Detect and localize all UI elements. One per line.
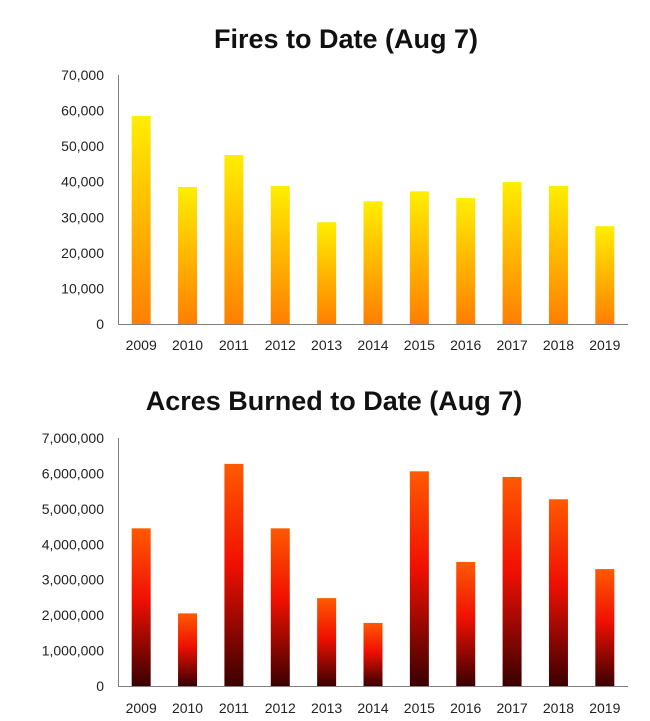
y-tick-label: 6,000,000 [42, 465, 104, 481]
y-tick-label: 3,000,000 [42, 572, 104, 588]
bar-2016 [456, 562, 476, 686]
y-tick-label: 0 [96, 316, 104, 332]
y-tick-label: 50,000 [61, 138, 104, 154]
y-tick-label: 1,000,000 [42, 643, 104, 659]
x-tick-label: 2017 [497, 700, 528, 716]
bar-2014 [363, 622, 383, 686]
bar-2014 [363, 201, 383, 324]
bar-2013 [317, 598, 337, 686]
x-tick-label: 2018 [543, 700, 574, 716]
bar-2017 [502, 476, 522, 686]
y-tick-label: 10,000 [61, 280, 104, 296]
x-tick-label: 2012 [265, 337, 296, 353]
bar-2016 [456, 198, 476, 324]
acres-chart-panel: Acres Burned to Date (Aug 7) 0 1,000,000 2… [0, 360, 650, 721]
chart-title: Acres Burned to Date (Aug 7) [146, 386, 523, 416]
chart-title: Fires to Date (Aug 7) [214, 24, 478, 54]
bar-2015 [409, 191, 429, 324]
x-tick-label: 2011 [219, 700, 249, 716]
bar-2018 [548, 499, 568, 686]
x-tick-label: 2016 [450, 337, 481, 353]
bar-2019 [595, 226, 615, 324]
y-tick-label: 40,000 [61, 174, 104, 190]
bar-2012 [270, 185, 290, 324]
x-tick-label: 2010 [172, 337, 203, 353]
x-tick-label: 2019 [589, 337, 620, 353]
fires-chart-panel: Fires to Date (Aug 7) 0 10,000 20,000 30,00… [0, 0, 650, 360]
x-tick-label: 2016 [450, 700, 481, 716]
fires-chart: Fires to Date (Aug 7) 0 10,000 20,000 30,00… [61, 24, 628, 353]
bar-2009 [131, 115, 151, 325]
bar-2011 [224, 155, 244, 324]
bar-2010 [178, 613, 198, 686]
x-tick-label: 2012 [265, 700, 296, 716]
bar-2010 [178, 187, 198, 324]
x-tick-label: 2018 [543, 337, 574, 353]
x-tick-label: 2017 [497, 337, 528, 353]
bar-2011 [224, 463, 244, 686]
x-tick-label: 2009 [126, 337, 157, 353]
y-tick-label: 70,000 [61, 67, 104, 83]
y-tick-label: 30,000 [61, 209, 104, 225]
y-tick-label: 20,000 [61, 245, 104, 261]
y-tick-label: 5,000,000 [42, 501, 104, 517]
bar-2012 [270, 528, 290, 686]
x-tick-label: 2015 [404, 700, 435, 716]
bar-2009 [131, 528, 151, 686]
x-tick-label: 2013 [311, 337, 342, 353]
y-tick-label: 60,000 [61, 103, 104, 119]
x-tick-label: 2014 [357, 700, 388, 716]
y-tick-label: 0 [96, 678, 104, 694]
x-tick-label: 2014 [357, 337, 388, 353]
acres-chart: Acres Burned to Date (Aug 7) 0 1,000,000 2… [42, 386, 628, 716]
bar-2018 [548, 185, 568, 324]
x-tick-label: 2015 [404, 337, 435, 353]
x-tick-label: 2010 [172, 700, 203, 716]
bar-2013 [317, 222, 337, 324]
bar-2017 [502, 182, 522, 324]
x-tick-label: 2013 [311, 700, 342, 716]
y-tick-label: 4,000,000 [42, 536, 104, 552]
bar-2019 [595, 569, 615, 686]
x-tick-label: 2019 [589, 700, 620, 716]
x-tick-label: 2011 [219, 337, 249, 353]
bar-2015 [409, 471, 429, 686]
y-tick-label: 7,000,000 [42, 430, 104, 446]
x-tick-label: 2009 [126, 700, 157, 716]
y-tick-label: 2,000,000 [42, 607, 104, 623]
